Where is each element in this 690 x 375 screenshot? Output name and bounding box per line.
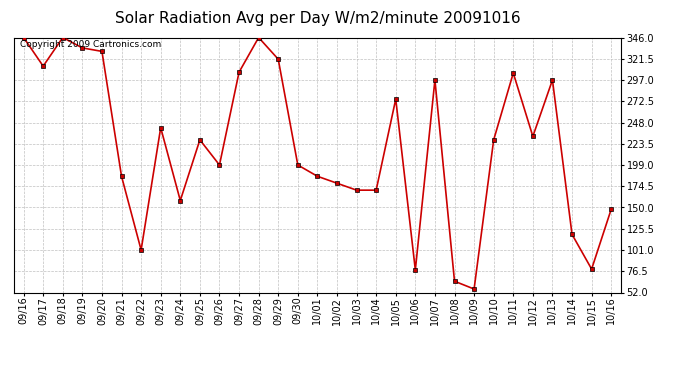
Text: Solar Radiation Avg per Day W/m2/minute 20091016: Solar Radiation Avg per Day W/m2/minute …	[115, 11, 520, 26]
Text: Copyright 2009 Cartronics.com: Copyright 2009 Cartronics.com	[20, 40, 161, 49]
